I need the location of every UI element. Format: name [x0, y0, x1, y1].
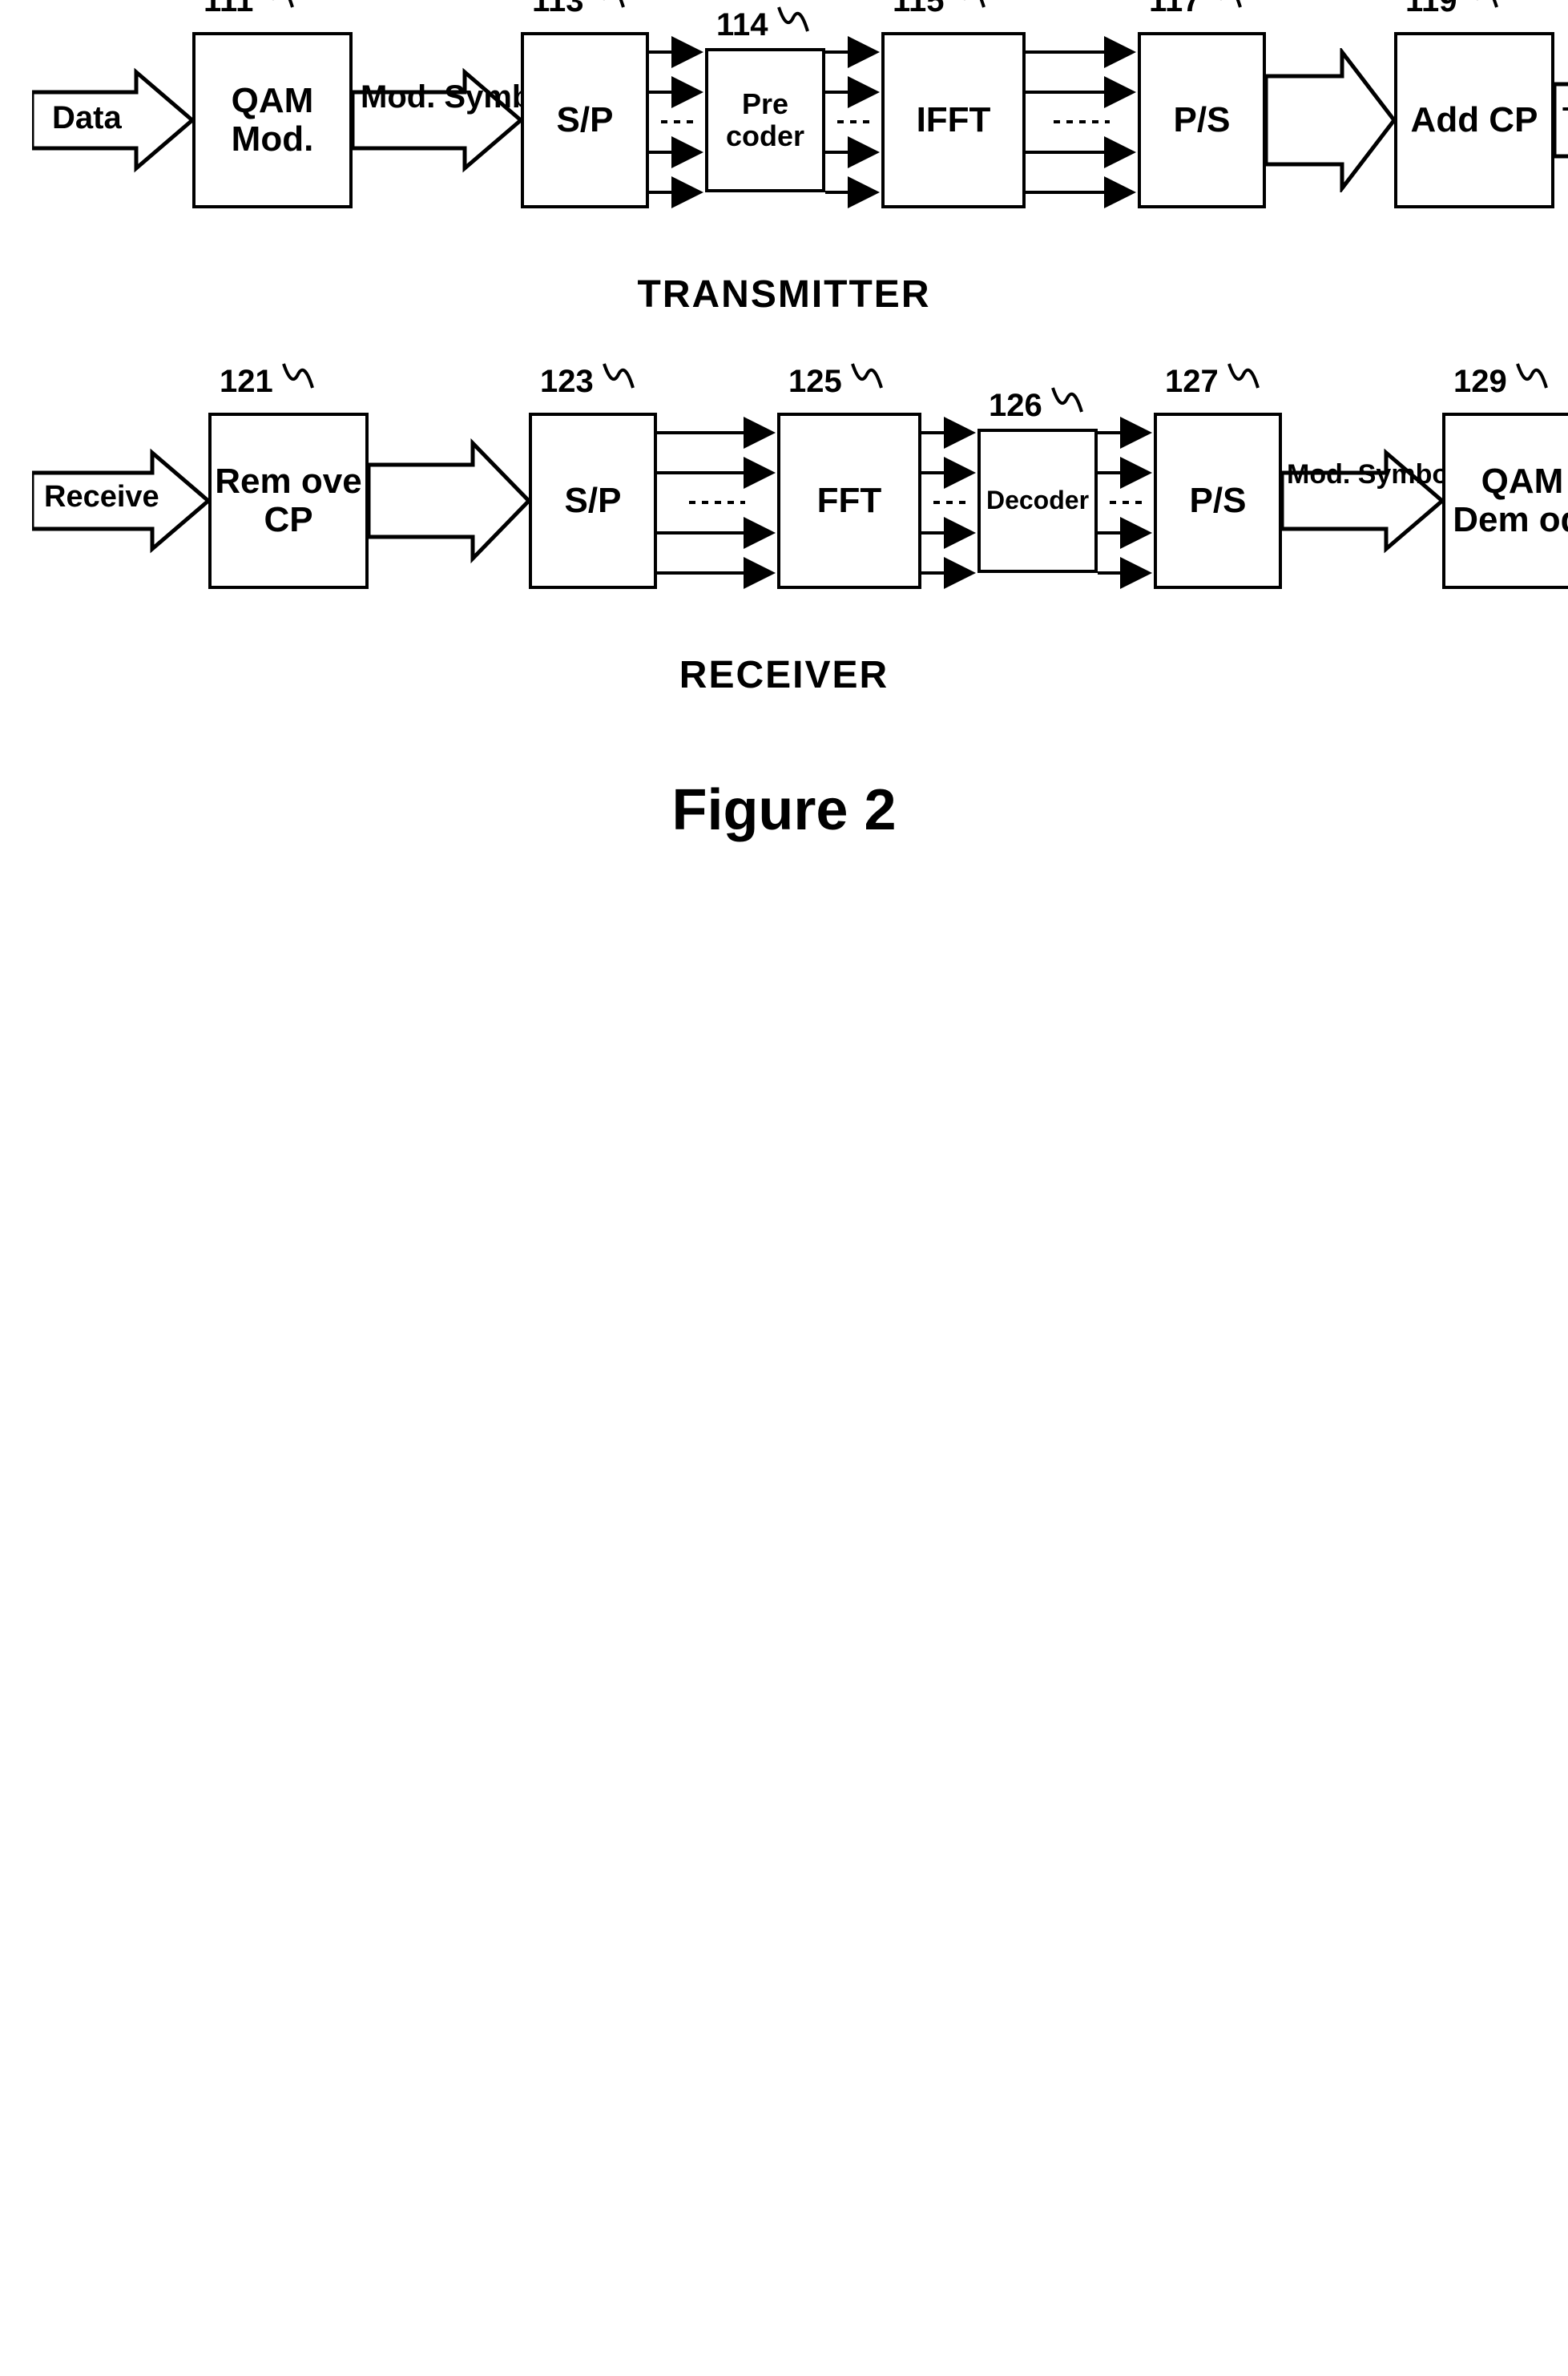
addcp-ref: 119: [1405, 0, 1498, 18]
rx-ps-block: 127 P/S: [1154, 413, 1282, 589]
tx-sp-block: 113 S/P: [521, 32, 649, 208]
removecp-block: 121 Rem ove CP: [208, 413, 369, 589]
rx-sp-label: S/P: [565, 482, 622, 520]
qam-mod-block: 111 QAM Mod.: [192, 32, 353, 208]
receiver-section-label: RECEIVER: [32, 653, 1536, 697]
precoder-block: 114 Pre coder: [705, 48, 825, 192]
ifft-block: 115 IFFT: [881, 32, 1026, 208]
receiver-chain: Receive 121 Rem ove CP 123 S/P: [32, 413, 1536, 589]
ifft-label: IFFT: [917, 101, 991, 139]
rx-ps-ref: 127: [1165, 360, 1260, 399]
tx-sp-ref: 113: [532, 0, 625, 18]
fft-block: 125 FFT: [777, 413, 921, 589]
qam-demod-label: QAM Dem od.: [1445, 462, 1568, 540]
tx-output-arrow: Transmit: [1554, 48, 1568, 192]
rx-sp-ref: 123: [540, 360, 635, 399]
fft-label: FFT: [817, 482, 882, 520]
qam-demod-ref: 129: [1453, 360, 1548, 399]
decoder-label: Decoder: [986, 486, 1089, 514]
tx-input-label: Data: [52, 101, 122, 135]
tx-modsym-arrow: Mod. Symbols: [353, 64, 521, 176]
qam-mod-ref: 111: [204, 0, 294, 18]
decoder-block: 126 Decoder: [977, 429, 1098, 573]
rx-input-label: Receive: [44, 482, 159, 514]
tx-ps-block: 117 P/S: [1138, 32, 1266, 208]
figure-caption: Figure 2: [32, 777, 1536, 843]
rx-modsym-arrow: Mod. Symbols: [1282, 445, 1442, 557]
tx-arrows-sp-pre: [649, 32, 705, 208]
rx-ps-label: P/S: [1190, 482, 1247, 520]
tx-arrows-pre-ifft: [825, 32, 881, 208]
precoder-ref: 114: [716, 3, 809, 42]
qam-mod-label: QAM Mod.: [195, 82, 349, 159]
rx-input-arrow: Receive: [32, 445, 208, 557]
ifft-ref: 115: [893, 0, 986, 18]
rx-arrows-dec-ps: [1098, 413, 1154, 589]
precoder-label: Pre coder: [708, 88, 822, 151]
tx-ps-label: P/S: [1174, 101, 1231, 139]
transmitter-section-label: TRANSMITTER: [32, 272, 1536, 317]
fft-ref: 125: [788, 360, 883, 399]
tx-input-arrow: Data: [32, 64, 192, 176]
tx-output-label: Transmit: [1562, 103, 1568, 133]
addcp-label: Add CP: [1411, 101, 1538, 139]
rx-sp-block: 123 S/P: [529, 413, 657, 589]
tx-sp-label: S/P: [557, 101, 614, 139]
rx-arrows-fft-dec: [921, 413, 977, 589]
tx-ps-cp-arrow: [1266, 48, 1394, 192]
qam-demod-block: 129 QAM Dem od.: [1442, 413, 1568, 589]
transmitter-chain: Data 111 QAM Mod. Mod. Symbols 113 S/P: [32, 32, 1536, 208]
tx-ps-ref: 117: [1149, 0, 1242, 18]
addcp-block: 119 Add CP: [1394, 32, 1554, 208]
decoder-ref: 126: [989, 384, 1083, 423]
removecp-ref: 121: [220, 360, 314, 399]
removecp-label: Rem ove CP: [212, 462, 365, 540]
rx-rcp-sp-arrow: [369, 437, 529, 565]
rx-arrows-sp-fft: [657, 413, 777, 589]
tx-arrows-ifft-ps: [1026, 32, 1138, 208]
